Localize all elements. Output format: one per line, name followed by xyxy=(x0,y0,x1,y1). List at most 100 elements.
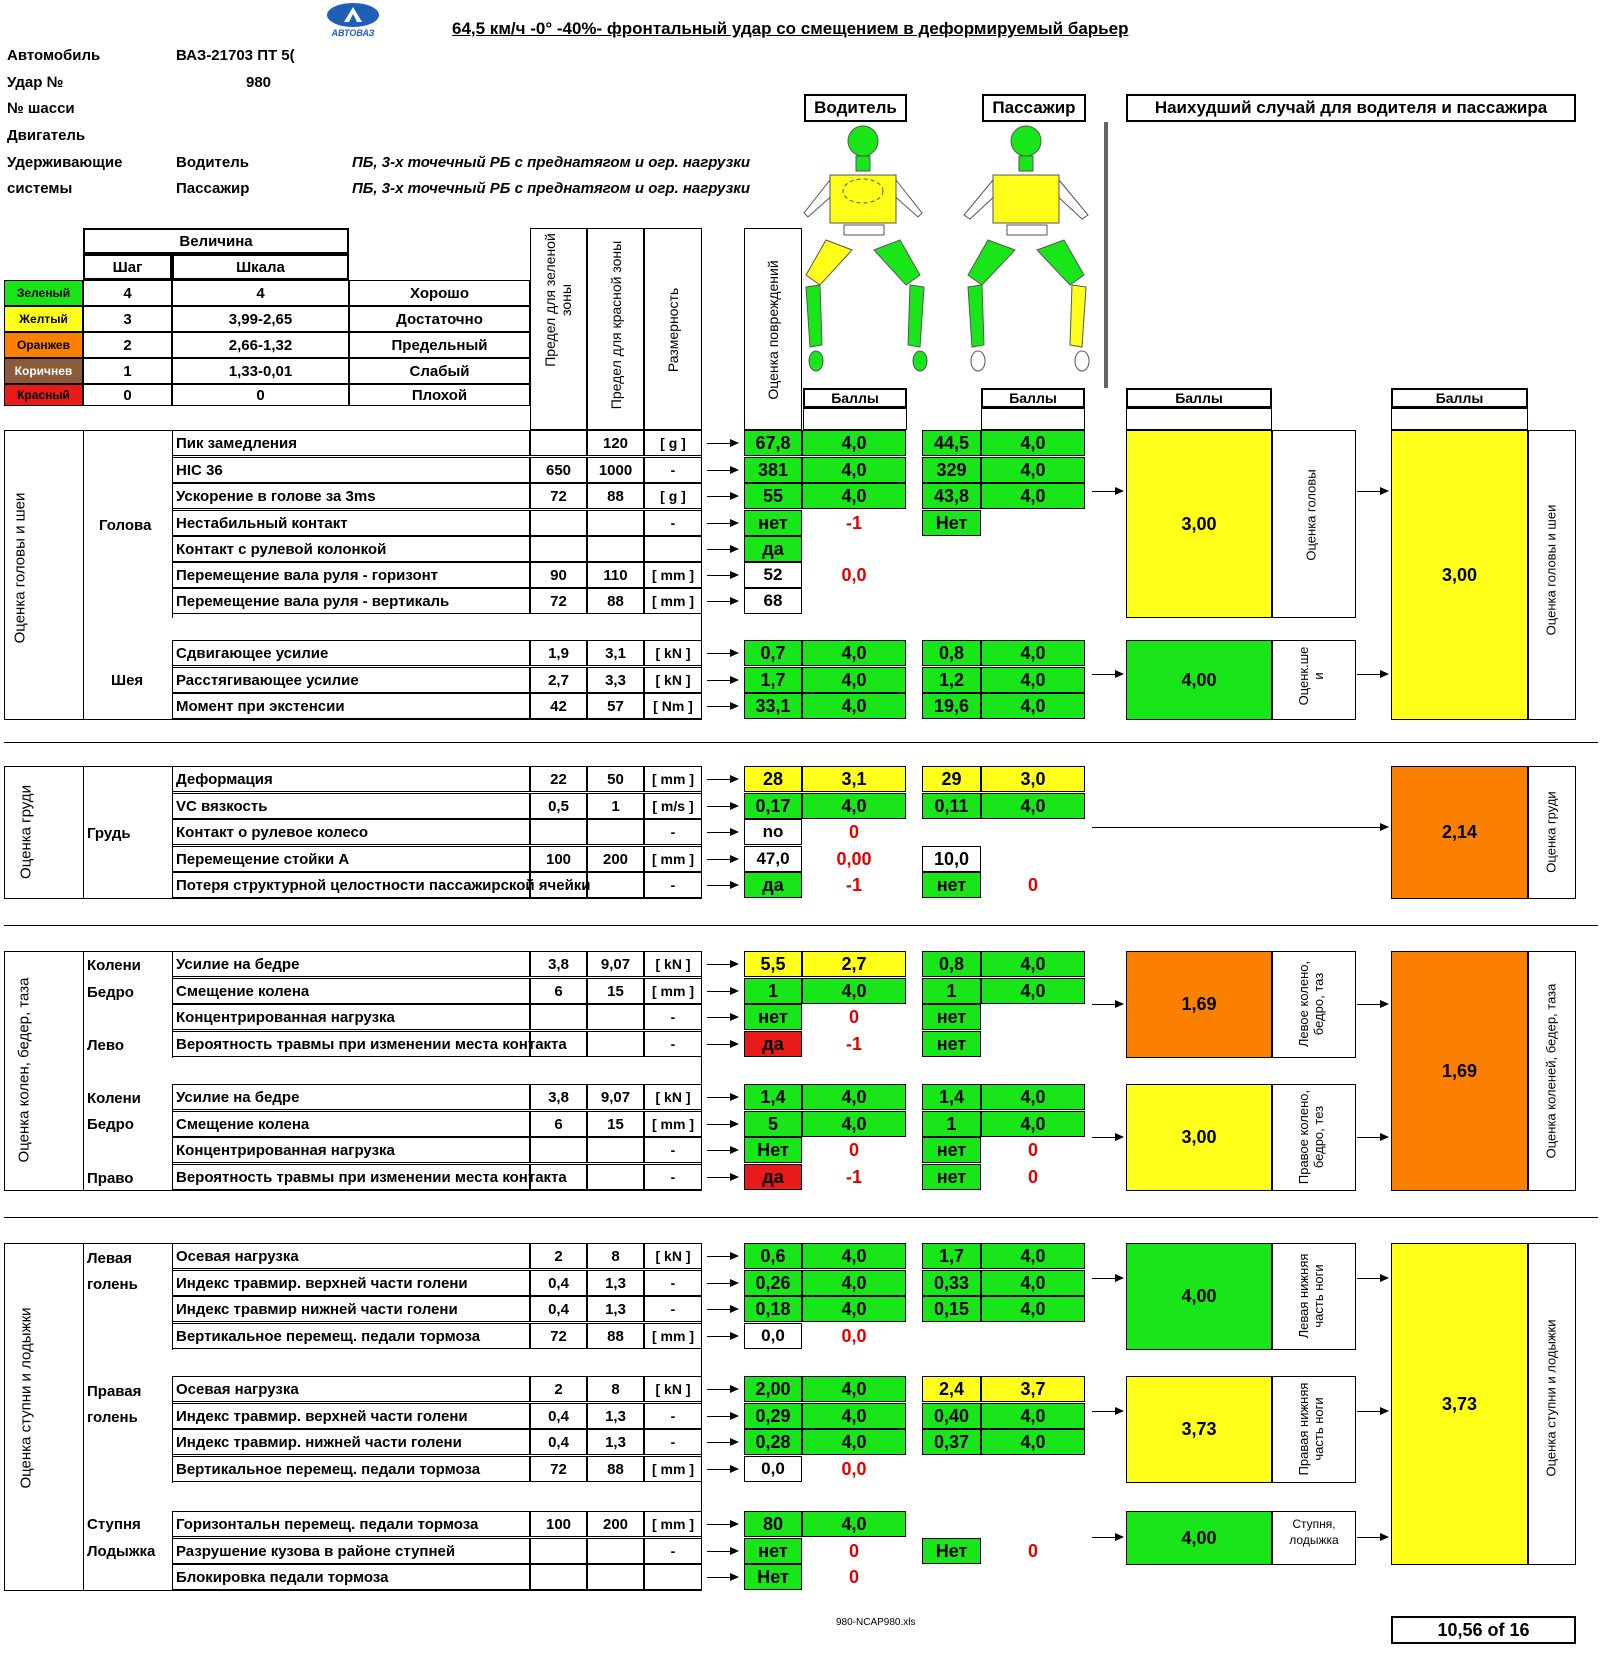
driver-value: да xyxy=(744,1031,802,1057)
driver-value: 55 xyxy=(744,483,802,509)
row-arrow xyxy=(707,802,739,810)
unit: [ mm ] xyxy=(644,1323,702,1349)
green-limit: 90 xyxy=(530,562,587,588)
leg-divider xyxy=(83,1243,84,1591)
left-shin-label-1: Левая xyxy=(87,1250,132,1267)
knee-worst-box: 1,69 xyxy=(1391,951,1528,1191)
head-label: Голова xyxy=(99,517,152,534)
red-limit: 57 xyxy=(587,693,644,719)
param-label: Ускорение в голове за 3ms xyxy=(172,483,530,509)
red-limit: 110 xyxy=(587,562,644,588)
driver-value: 5,5 xyxy=(744,951,802,977)
param-label: Пик замедления xyxy=(172,430,530,456)
row-arrow xyxy=(707,439,739,447)
foot-score: 4,00 xyxy=(1181,1527,1217,1548)
passenger-points-sub xyxy=(981,408,1085,430)
passenger-score: 0 xyxy=(1027,874,1038,895)
driver-score: 0 xyxy=(848,1006,859,1027)
driver-score: -1 xyxy=(845,874,862,895)
unit: [ kN ] xyxy=(644,667,702,693)
right-shin-label-2: голень xyxy=(87,1409,138,1426)
driver-value: нет xyxy=(744,1538,802,1564)
unit: - xyxy=(644,1538,702,1564)
passenger-value: 0,37 xyxy=(922,1429,981,1455)
driver-value: 0,0 xyxy=(744,1323,802,1349)
passenger-value: 0,15 xyxy=(922,1296,981,1322)
row-arrow xyxy=(707,1547,739,1555)
row-arrow xyxy=(707,702,739,710)
red-limit xyxy=(587,1538,644,1564)
leg-worst-score: 3,73 xyxy=(1441,1393,1478,1414)
neck-score: 4,00 xyxy=(1181,669,1217,690)
red-limit xyxy=(587,819,644,845)
unit: [ g ] xyxy=(644,430,702,456)
passenger-score: 3,0 xyxy=(981,766,1085,792)
driver-score: 0 xyxy=(848,1540,859,1561)
driver-score: 0 xyxy=(848,1139,859,1160)
head-neck-worst-box: 3,00 xyxy=(1391,430,1528,720)
driver-score: 0,0 xyxy=(841,1458,867,1479)
separator-3 xyxy=(4,1217,1598,1218)
legend-color-0: Зеленый xyxy=(4,280,83,306)
arrow-head-worst xyxy=(1357,487,1389,495)
passenger-score: 3,7 xyxy=(981,1376,1085,1402)
driver-value: 0,6 xyxy=(744,1243,802,1269)
driver-score: 4,0 xyxy=(802,1111,906,1137)
unit: [ m/s ] xyxy=(644,793,702,819)
passenger-value: 2,4 xyxy=(922,1376,981,1402)
right-knee-label-1: Колени xyxy=(87,1090,141,1107)
green-limit-header-box xyxy=(530,228,587,430)
legend-scale-0: 4 xyxy=(172,280,349,306)
red-limit-header: Предел для красной зоны xyxy=(607,240,624,410)
arrow-left-knee-worst xyxy=(1357,1000,1389,1008)
red-limit xyxy=(587,1164,644,1190)
red-limit: 88 xyxy=(587,1456,644,1482)
driver-score: 4,0 xyxy=(802,1243,906,1269)
row-arrow xyxy=(707,1573,739,1581)
driver-score: 4,0 xyxy=(802,430,906,456)
left-knee-label-box xyxy=(1272,951,1356,1058)
param-label: Контакт с рулевой колонкой xyxy=(172,536,530,562)
unit: [ Nm ] xyxy=(644,693,702,719)
driver-score: 4,0 xyxy=(802,1376,906,1402)
green-limit: 6 xyxy=(530,1111,587,1137)
green-limit: 0,4 xyxy=(530,1270,587,1296)
param-label: Осевая нагрузка xyxy=(172,1376,530,1402)
unit xyxy=(644,1564,702,1590)
separator-2 xyxy=(4,925,1598,926)
logo-text: АВТОВАЗ xyxy=(331,28,375,38)
neck-label: Шея xyxy=(111,672,144,689)
restraints-label-2: системы xyxy=(7,180,73,197)
car-label: Автомобиль xyxy=(7,47,101,64)
chest-worst-label: Оценка груди xyxy=(1543,791,1559,873)
passenger-value: 0,33 xyxy=(922,1270,981,1296)
arrow-neck xyxy=(1092,670,1124,678)
green-limit: 650 xyxy=(530,457,587,483)
green-limit: 72 xyxy=(530,483,587,509)
unit: [ g ] xyxy=(644,483,702,509)
row-arrow xyxy=(707,1385,739,1393)
unit: [ mm ] xyxy=(644,1111,702,1137)
green-limit xyxy=(530,1538,587,1564)
right-shin-label-1: Правая xyxy=(87,1383,142,1400)
driver-value: Нет xyxy=(744,1564,802,1590)
param-label: Концентрированная нагрузка xyxy=(172,1137,530,1163)
foot-label-2: Лодыжка xyxy=(87,1543,156,1560)
driver-value: 1,7 xyxy=(744,667,802,693)
red-limit xyxy=(587,1031,644,1057)
driver-value: 80 xyxy=(744,1511,802,1537)
row-arrow xyxy=(707,1040,739,1048)
param-label: HIC 36 xyxy=(172,457,530,483)
green-limit: 1,9 xyxy=(530,640,587,666)
row-arrow xyxy=(707,466,739,474)
legend-step-1: 3 xyxy=(83,306,172,332)
red-limit: 3,1 xyxy=(587,640,644,666)
chest-label: Грудь xyxy=(87,825,131,842)
passenger-value: Нет xyxy=(922,510,981,536)
red-limit: 1000 xyxy=(587,457,644,483)
chest-divider xyxy=(83,766,84,899)
row-arrow xyxy=(707,492,739,500)
chest-worst-label-box xyxy=(1528,766,1576,899)
leg-worst-box: 3,73 xyxy=(1391,1243,1528,1565)
right-side-label: Право xyxy=(87,1170,134,1187)
